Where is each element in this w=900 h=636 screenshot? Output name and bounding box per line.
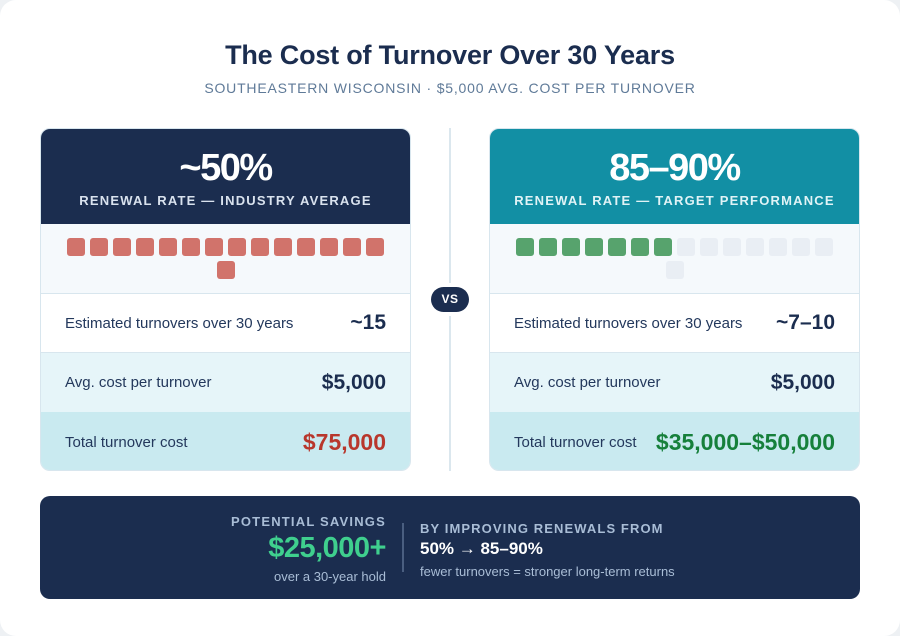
industry-renewal-rate: ~50% — [179, 147, 273, 189]
row-value: ~15 — [350, 311, 386, 334]
empty-block — [769, 238, 787, 256]
row-label: Total turnover cost — [65, 433, 188, 451]
improvement-kicker: BY IMPROVING RENEWALS FROM — [420, 521, 664, 536]
target-rate-label: RENEWAL RATE — TARGET PERFORMANCE — [514, 193, 835, 208]
turnover-block — [216, 261, 235, 279]
row-value: ~7–10 — [776, 311, 835, 334]
industry-average-card: ~50% RENEWAL RATE — INDUSTRY AVERAGE Est… — [40, 128, 411, 471]
industry-avg-cost-row: Avg. cost per turnover $5,000 — [41, 353, 410, 412]
row-label: Estimated turnovers over 30 years — [65, 314, 294, 332]
row-label: Avg. cost per turnover — [514, 374, 661, 391]
turnover-block — [228, 238, 246, 256]
turnover-blocks-industry — [41, 224, 410, 294]
row-label: Avg. cost per turnover — [65, 374, 212, 391]
empty-block — [677, 238, 695, 256]
savings-summary: POTENTIAL SAVINGS $25,000+ over a 30-yea… — [231, 514, 387, 584]
savings-divider — [402, 523, 404, 572]
empty-block — [723, 238, 741, 256]
turnover-block — [320, 238, 338, 256]
target-renewal-rate: 85–90% — [609, 147, 741, 189]
empty-block — [700, 238, 718, 256]
turnover-block — [274, 238, 292, 256]
retained-block — [585, 238, 603, 256]
savings-explanation: BY IMPROVING RENEWALS FROM 50% → 85–90% … — [420, 521, 675, 579]
row-value: $35,000–$50,000 — [655, 428, 835, 455]
turnover-block — [297, 238, 315, 256]
improvement-change: 50% → 85–90% — [420, 539, 543, 558]
empty-block — [665, 261, 684, 279]
row-value: $5,000 — [770, 370, 835, 394]
turnover-block — [343, 238, 361, 256]
industry-turnovers-row: Estimated turnovers over 30 years ~15 — [41, 294, 410, 353]
turnover-block — [136, 238, 154, 256]
row-value: $75,000 — [302, 428, 386, 455]
improvement-note: fewer turnovers = stronger long-term ret… — [420, 564, 675, 579]
retained-block — [608, 238, 626, 256]
retained-block — [516, 238, 534, 256]
target-turnovers-row: Estimated turnovers over 30 years ~7–10 — [490, 294, 859, 353]
industry-card-header: ~50% RENEWAL RATE — INDUSTRY AVERAGE — [41, 129, 410, 224]
retained-block — [539, 238, 557, 256]
savings-kicker: POTENTIAL SAVINGS — [231, 514, 386, 529]
target-avg-cost-row: Avg. cost per turnover $5,000 — [490, 353, 859, 412]
target-performance-card: 85–90% RENEWAL RATE — TARGET PERFORMANCE… — [489, 128, 860, 471]
row-label: Total turnover cost — [514, 433, 637, 451]
industry-rate-label: RENEWAL RATE — INDUSTRY AVERAGE — [79, 193, 372, 208]
row-value: $5,000 — [321, 370, 386, 394]
savings-note: over a 30-year hold — [273, 569, 386, 584]
turnover-blocks-target — [490, 224, 859, 294]
potential-savings-banner: POTENTIAL SAVINGS $25,000+ over a 30-yea… — [40, 496, 860, 599]
turnover-block — [366, 238, 384, 256]
retained-block — [562, 238, 580, 256]
turnover-block — [67, 238, 85, 256]
turnover-block — [159, 238, 177, 256]
empty-block — [746, 238, 764, 256]
savings-amount: $25,000+ — [268, 532, 386, 564]
empty-block — [815, 238, 833, 256]
target-total-cost-row: Total turnover cost $35,000–$50,000 — [490, 412, 859, 470]
turnover-block — [113, 238, 131, 256]
industry-total-cost-row: Total turnover cost $75,000 — [41, 412, 410, 470]
vs-badge: VS — [431, 287, 469, 312]
retained-block — [631, 238, 649, 256]
row-label: Estimated turnovers over 30 years — [514, 314, 743, 332]
target-card-header: 85–90% RENEWAL RATE — TARGET PERFORMANCE — [490, 129, 859, 224]
empty-block — [792, 238, 810, 256]
page-subtitle: SOUTHEASTERN WISCONSIN · $5,000 AVG. COS… — [204, 80, 696, 96]
turnover-block — [182, 238, 200, 256]
retained-block — [654, 238, 672, 256]
turnover-block — [251, 238, 269, 256]
turnover-block — [90, 238, 108, 256]
page-title: The Cost of Turnover Over 30 Years — [225, 40, 675, 70]
turnover-block — [205, 238, 223, 256]
